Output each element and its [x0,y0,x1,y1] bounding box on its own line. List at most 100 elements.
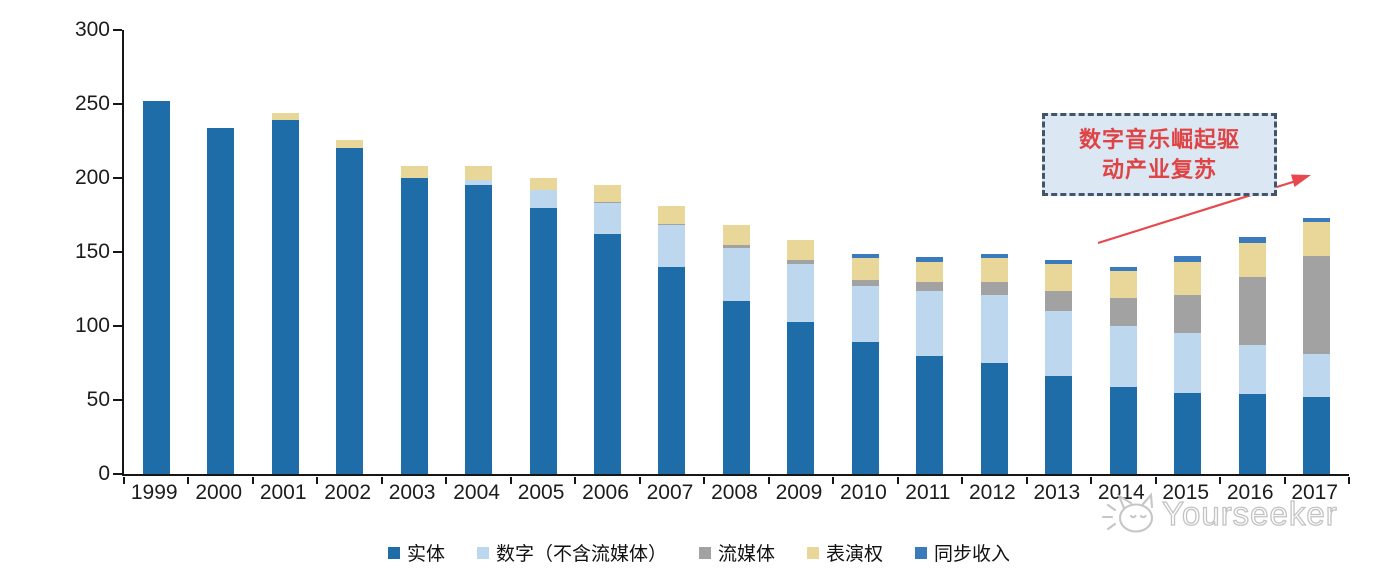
x-axis-tick [896,476,899,484]
legend-swatch-physical [387,546,400,559]
bar-segment-digital [658,225,686,267]
x-axis-label: 2014 [1097,481,1145,504]
stacked-bar [722,225,750,474]
yourseeker-logo-icon [1101,492,1154,533]
bar-segment-physical [336,148,364,474]
bar-segment-performance [851,258,879,281]
bar-segment-performance [1238,243,1266,278]
y-axis-tick-label: 150 [74,240,110,263]
x-axis-label: 2003 [388,481,436,504]
annotation-callout: 数字音乐崛起驱 动产业复苏 [1042,113,1277,196]
bar-group [253,30,317,474]
bar-segment-digital [916,290,944,356]
legend-item: 同步收入 [915,539,1010,566]
x-axis-tick [187,476,190,484]
stacked-bar [851,253,879,474]
stacked-bar [336,139,364,474]
legend-label: 实体 [406,544,445,565]
bar-segment-performance [980,257,1008,282]
bar-segment-digital [980,294,1008,363]
bar-group [446,30,510,474]
bar-segment-physical [1174,392,1202,474]
bar-segment-physical [529,207,557,474]
stacked-bar [1238,237,1266,474]
bar-segment-performance [594,185,622,202]
bar-segment-digital [1045,311,1073,377]
stacked-bar [916,256,944,474]
x-axis-label: 2000 [195,481,243,504]
bar-segment-digital [851,286,879,343]
x-axis-label: 2009 [775,481,823,504]
x-axis-label: 2002 [324,481,371,504]
stacked-bar [1045,259,1073,474]
x-axis-tick [767,476,770,484]
x-axis-tick [509,476,512,484]
bar-segment-physical [787,321,815,474]
bar-segment-physical [1045,376,1073,474]
bar-segment-physical [1238,394,1266,474]
stacked-bar [465,166,493,474]
legend-label: 数字（不含流媒体） [495,544,667,565]
x-axis-tick [1154,476,1157,484]
bar-segment-performance [271,112,299,121]
bar-group [898,30,962,474]
x-axis-label: 2006 [582,481,629,504]
bar-segment-performance [400,166,428,178]
x-axis-tick [1283,476,1286,484]
bar-segment-streaming [1045,290,1073,312]
bar-segment-digital [594,203,622,235]
bar-segment-digital [465,179,493,186]
bar-segment-digital [1174,333,1202,393]
bar-segment-digital [1303,354,1331,397]
x-axis-tick [574,476,577,484]
x-axis-tick [380,476,383,484]
stacked-bar [207,127,235,474]
y-axis-labels: 0 50 100 150 200 250 300 [30,0,110,582]
plot-area [122,30,1350,484]
bar-group [1027,30,1091,474]
bar-segment-sync [916,256,944,263]
bar-segment-streaming [1109,297,1137,327]
x-axis-tick [251,476,254,484]
bar-group [188,30,252,474]
y-axis-tick [113,102,122,106]
bar-group [962,30,1026,474]
bar-segment-physical [980,363,1008,474]
bar-segment-performance [1174,262,1202,295]
bar-segment-digital [1109,326,1137,387]
x-axis-tick [1090,476,1093,484]
watermark: Yourseeker [1096,488,1338,540]
bar-group [1091,30,1155,474]
stacked-bar [271,112,299,474]
bar-segment-streaming [851,280,879,287]
y-axis-tick [113,398,122,402]
x-axis-label: 2015 [1162,481,1210,504]
x-axis-label: 2007 [646,481,694,504]
annotation-text-line2: 动产业复苏 [1101,156,1217,182]
stacked-bar [1303,218,1331,474]
stacked-bar [1174,256,1202,474]
bar-segment-digital [787,263,815,322]
watermark-text: Yourseeker [1161,494,1338,532]
x-axis-label: 2005 [517,481,565,504]
bar-segment-sync [851,253,879,259]
x-axis-tick [832,476,835,484]
legend-label: 表演权 [826,544,884,565]
bar-group [704,30,768,474]
bar-segment-performance [658,206,686,224]
stacked-bar [142,101,170,474]
bar-segment-sync [1174,256,1202,263]
bar-segment-performance [529,178,557,190]
y-axis-tick-label: 50 [86,388,110,411]
stacked-bar [594,185,622,474]
annotation-text-line1: 数字音乐崛起驱 [1078,126,1240,152]
x-axis-tick [1348,476,1350,484]
bar-segment-physical [271,120,299,474]
bar-segment-physical [851,342,879,474]
bar-segment-digital [1238,345,1266,395]
stacked-bar [529,178,557,474]
x-axis-label: 2004 [453,481,500,504]
bars-row [124,30,1349,474]
bar-segment-physical [658,266,686,474]
